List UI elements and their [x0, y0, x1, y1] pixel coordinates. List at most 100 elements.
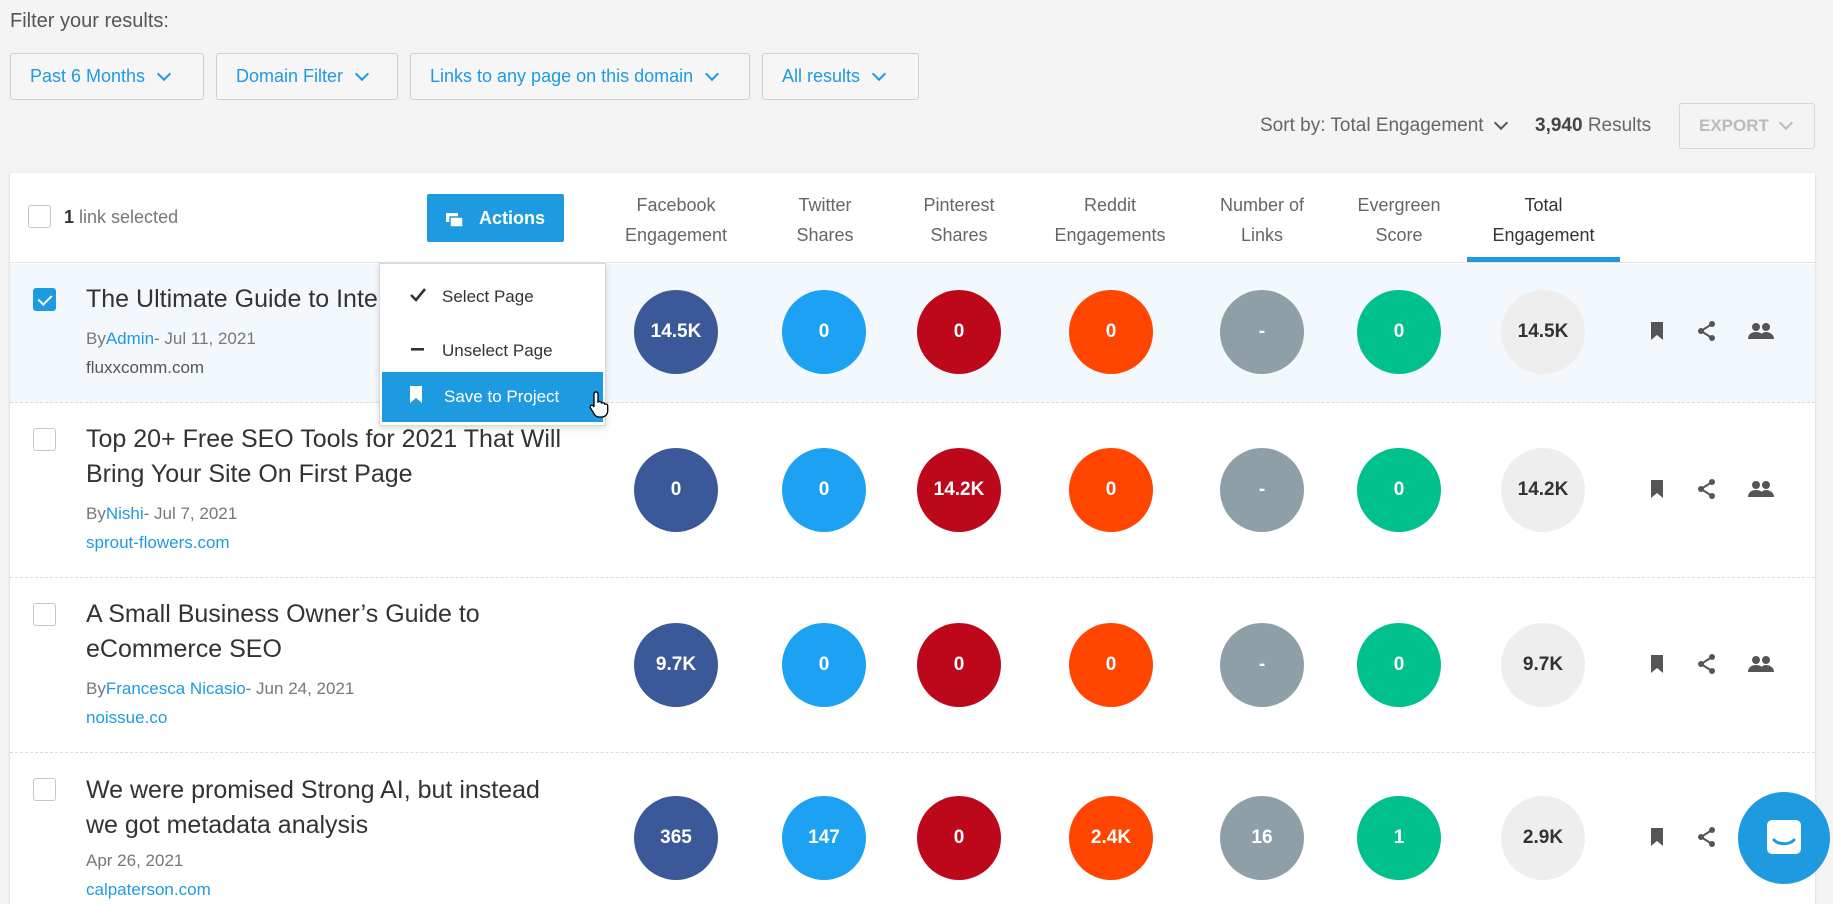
twitter-shares: 147 — [782, 796, 866, 880]
row-checkbox[interactable] — [33, 778, 56, 801]
article-domain[interactable]: sprout-flowers.com — [86, 533, 230, 552]
article-domain[interactable]: noissue.co — [86, 708, 168, 727]
column-twitter[interactable]: Twitter Shares — [770, 190, 880, 250]
filter-label: Filter your results: — [10, 10, 169, 32]
column-line2: Shares — [930, 225, 988, 245]
bookmark-icon[interactable] — [1646, 478, 1668, 500]
bookmark-icon[interactable] — [1646, 826, 1668, 848]
chat-icon — [1767, 820, 1801, 854]
actions-menu: Select Page Unselect Page Save to Projec… — [379, 263, 606, 426]
column-line1: Reddit — [1083, 195, 1137, 215]
actions-button[interactable]: Actions — [427, 194, 564, 242]
users-icon[interactable] — [1748, 320, 1774, 342]
twitter-shares: 0 — [782, 623, 866, 707]
share-icon[interactable] — [1696, 653, 1718, 675]
links-filter-label: Links to any page on this domain — [430, 66, 694, 86]
column-line2: Score — [1375, 225, 1423, 245]
active-sort-indicator — [1467, 257, 1620, 262]
article-meta: ByAdmin- Jul 11, 2021 — [86, 329, 256, 349]
bookmark-icon[interactable] — [1646, 653, 1668, 675]
row-checkbox[interactable] — [33, 288, 56, 311]
chevron-down-icon — [1493, 115, 1508, 131]
pinterest-shares: 0 — [917, 796, 1001, 880]
column-line1: Total — [1524, 195, 1563, 215]
reddit-engagements: 2.4K — [1069, 796, 1153, 880]
pinterest-shares: 0 — [917, 290, 1001, 374]
chevron-down-icon — [156, 66, 172, 81]
chevron-down-icon — [1778, 115, 1793, 131]
article-domain[interactable]: fluxxcomm.com — [86, 358, 205, 377]
domain-filter[interactable]: Domain Filter — [216, 53, 398, 100]
column-line1: Facebook — [636, 195, 716, 215]
total-engagement: 2.9K — [1501, 796, 1585, 880]
article-title[interactable]: The Ultimate Guide to Inte — [86, 285, 378, 313]
column-line1: Number of — [1219, 195, 1305, 215]
author-link[interactable]: Nishi — [105, 504, 144, 523]
column-number-of-links[interactable]: Number of Links — [1202, 190, 1322, 250]
table-header — [10, 173, 1815, 263]
column-line2: Engagement — [1492, 225, 1595, 245]
share-icon[interactable] — [1696, 826, 1718, 848]
column-line2: Engagement — [624, 225, 728, 245]
total-engagement: 9.7K — [1501, 623, 1585, 707]
row-checkbox[interactable] — [33, 428, 56, 451]
twitter-shares: 0 — [782, 448, 866, 532]
copy-icon — [445, 211, 464, 228]
links-filter[interactable]: Links to any page on this domain — [410, 53, 750, 100]
author-link[interactable]: Admin — [105, 329, 155, 348]
export-button[interactable]: EXPORT — [1679, 103, 1815, 149]
date-range-filter[interactable]: Past 6 Months — [10, 53, 204, 100]
article-title[interactable]: We were promised Strong AI, but instead … — [86, 776, 540, 839]
bookmark-icon[interactable] — [1646, 320, 1668, 342]
share-icon[interactable] — [1696, 478, 1718, 500]
actions-label: Actions — [478, 207, 545, 228]
evergreen-score: 0 — [1357, 623, 1441, 707]
results-filter[interactable]: All results — [762, 53, 919, 100]
number-of-links: - — [1220, 448, 1304, 532]
author-link[interactable]: Francesca Nicasio — [105, 679, 246, 698]
users-icon[interactable] — [1748, 653, 1774, 675]
column-total-engagement[interactable]: Total Engagement — [1467, 190, 1620, 250]
export-label: EXPORT — [1699, 116, 1769, 135]
menu-item-label: Select Page — [442, 287, 534, 306]
menu-item-label: Save to Project — [444, 387, 560, 406]
check-icon — [409, 287, 427, 308]
reddit-engagements: 0 — [1069, 448, 1153, 532]
reddit-engagements: 0 — [1069, 623, 1153, 707]
selection-status: 1 link selected — [64, 207, 178, 228]
row-checkbox[interactable] — [33, 603, 56, 626]
by-label: By — [86, 329, 106, 348]
total-engagement: 14.2K — [1501, 448, 1585, 532]
share-icon[interactable] — [1696, 320, 1718, 342]
sort-label: Sort by: Total Engagement — [1260, 115, 1484, 136]
by-label: By — [86, 679, 106, 698]
column-reddit[interactable]: Reddit Engagements — [1040, 190, 1180, 250]
evergreen-score: 1 — [1357, 796, 1441, 880]
number-of-links: - — [1220, 290, 1304, 374]
domain-filter-label: Domain Filter — [236, 66, 344, 86]
column-line2: Engagements — [1054, 225, 1166, 245]
chat-launcher-button[interactable] — [1738, 792, 1830, 884]
date-range-label: Past 6 Months — [30, 66, 146, 86]
column-evergreen[interactable]: Evergreen Score — [1339, 190, 1459, 250]
users-icon[interactable] — [1748, 478, 1774, 500]
article-domain[interactable]: calpaterson.com — [86, 880, 211, 899]
evergreen-score: 0 — [1357, 290, 1441, 374]
article-title[interactable]: A Small Business Owner’s Guide to eComme… — [86, 600, 480, 663]
select-all-checkbox[interactable] — [28, 205, 51, 228]
total-engagement: 14.5K — [1501, 290, 1585, 374]
article-meta: ByNishi- Jul 7, 2021 — [86, 504, 237, 524]
column-pinterest[interactable]: Pinterest Shares — [904, 190, 1014, 250]
results-filter-label: All results — [782, 66, 861, 86]
article-meta: Apr 26, 2021 — [86, 851, 183, 871]
column-facebook[interactable]: Facebook Engagement — [600, 190, 752, 250]
number-of-links: - — [1220, 623, 1304, 707]
menu-select-page[interactable]: Select Page — [380, 272, 605, 322]
menu-save-to-project[interactable]: Save to Project — [382, 372, 603, 422]
article-title[interactable]: Top 20+ Free SEO Tools for 2021 That Wil… — [86, 425, 562, 488]
sort-dropdown[interactable]: Sort by: Total Engagement — [1260, 115, 1508, 137]
article-date: - Jun 24, 2021 — [245, 679, 355, 698]
menu-unselect-page[interactable]: Unselect Page — [380, 326, 605, 376]
number-of-links: 16 — [1220, 796, 1304, 880]
reddit-engagements: 0 — [1069, 290, 1153, 374]
